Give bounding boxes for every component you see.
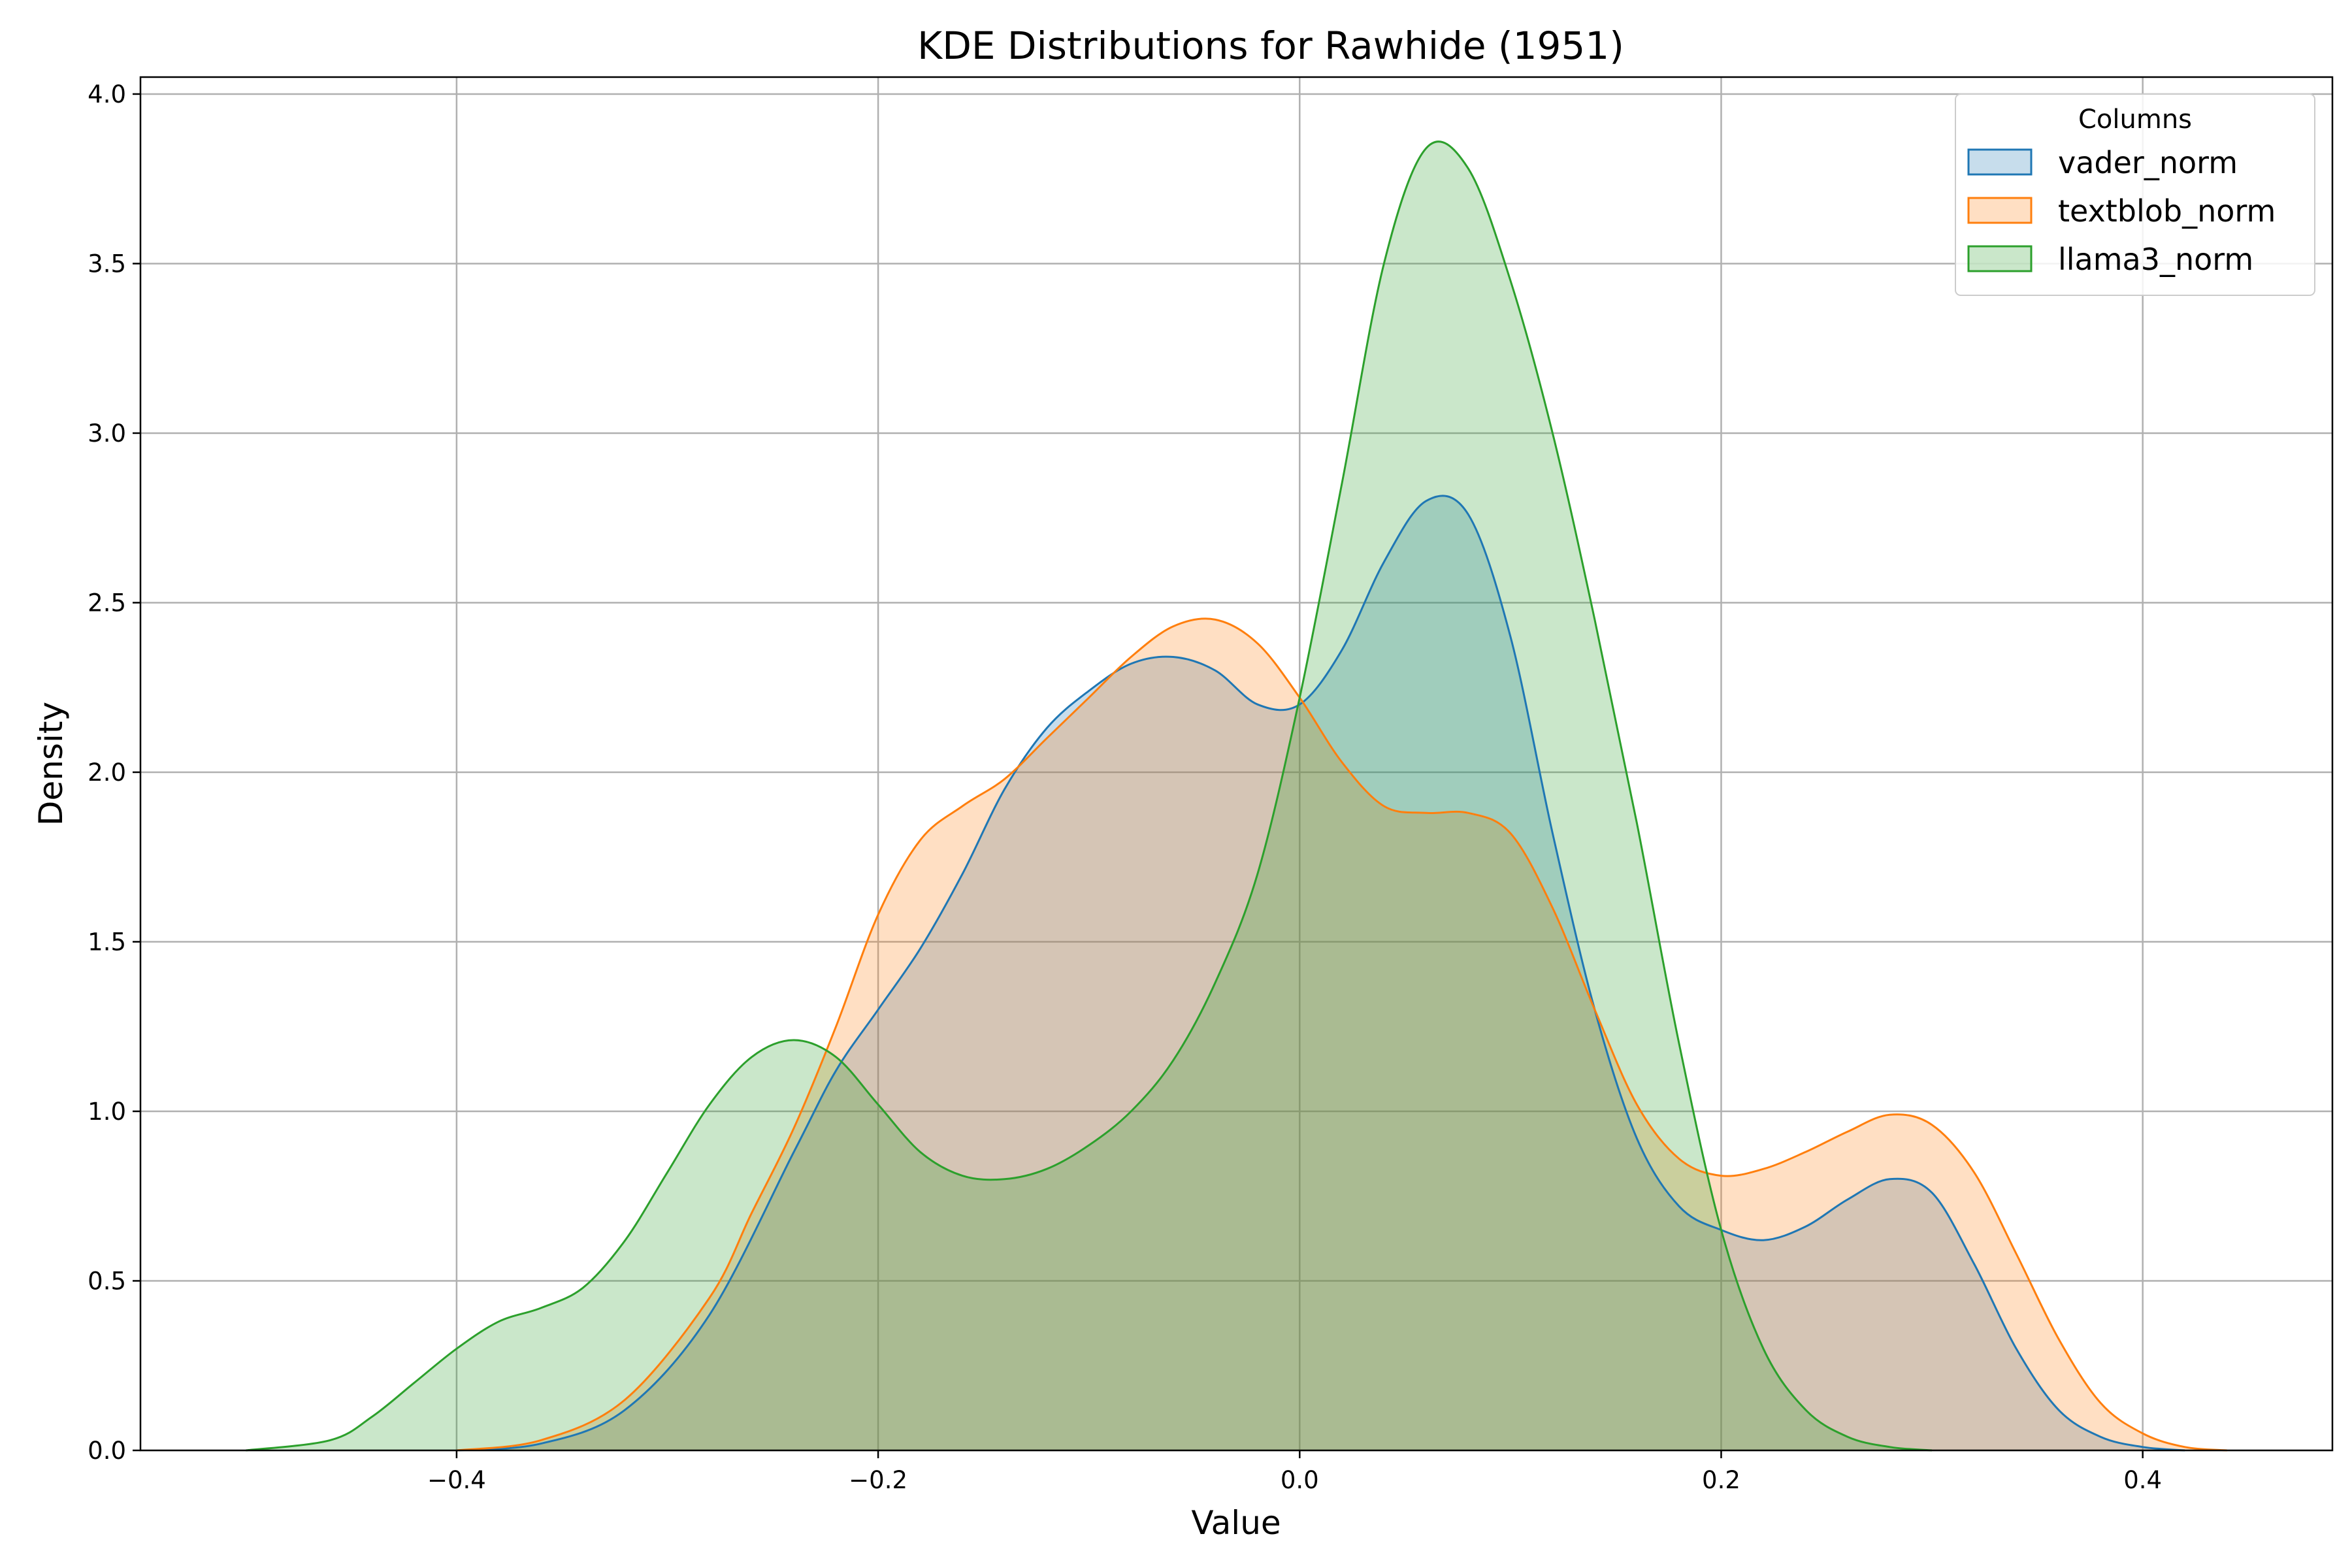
grid — [140, 77, 2332, 1452]
vader_norm-area — [456, 495, 2185, 1450]
x-tick-label: −0.4 — [427, 1466, 486, 1494]
legend-title: Columns — [2078, 105, 2192, 135]
vader_norm-legend-swatch — [1967, 148, 2033, 176]
y-tick-label: 1.5 — [88, 928, 126, 956]
llama3_norm-legend-label: llama3_norm — [2058, 242, 2253, 277]
x-axis-label: Value — [1191, 1504, 1281, 1542]
llama3_norm-area — [246, 141, 1933, 1451]
legend-entries: vader_norm textblob_norm llama3_norm — [1967, 145, 2276, 277]
axis-ticks: −0.4 −0.2 0.0 0.2 0.4 0.0 0.5 1.0 1.5 2.0 2.5 3.0 3.… — [88, 80, 2162, 1494]
y-tick-label: 4.0 — [88, 80, 126, 108]
y-tick-label: 3.5 — [88, 250, 126, 278]
y-tick-label: 0.5 — [88, 1267, 126, 1295]
x-tick-label: 0.2 — [1702, 1466, 1740, 1494]
llama3_norm-legend-swatch — [1967, 245, 2033, 272]
vader_norm-legend-label: vader_norm — [2058, 145, 2238, 180]
textblob_norm-area — [456, 618, 2227, 1451]
legend: Columns vader_norm textblob_norm llama3_no… — [1955, 93, 2315, 296]
x-tick-label: 0.4 — [2123, 1466, 2162, 1494]
textblob_norm-legend-label: textblob_norm — [2058, 193, 2276, 229]
y-tick-label: 2.0 — [88, 759, 126, 787]
llama3_norm-line — [246, 140, 1933, 1452]
y-tick-label: 1.0 — [88, 1098, 126, 1126]
chart-title: KDE Distributions for Rawhide (1951) — [917, 24, 1624, 68]
series-lines — [246, 140, 2227, 1452]
y-tick-label: 2.5 — [88, 589, 126, 617]
plot-frame — [139, 76, 2334, 1452]
x-tick-label: −0.2 — [849, 1466, 907, 1494]
textblob_norm-line — [456, 617, 2227, 1452]
x-tick-label: 0.0 — [1281, 1466, 1319, 1494]
series-areas — [246, 141, 2227, 1451]
legend-box — [1955, 93, 2315, 296]
y-tick-label: 0.0 — [88, 1437, 126, 1465]
textblob_norm-legend-swatch — [1967, 197, 2033, 224]
y-axis-label: Density — [32, 702, 70, 826]
vader_norm-line — [456, 495, 2185, 1452]
y-tick-label: 3.0 — [88, 419, 126, 448]
